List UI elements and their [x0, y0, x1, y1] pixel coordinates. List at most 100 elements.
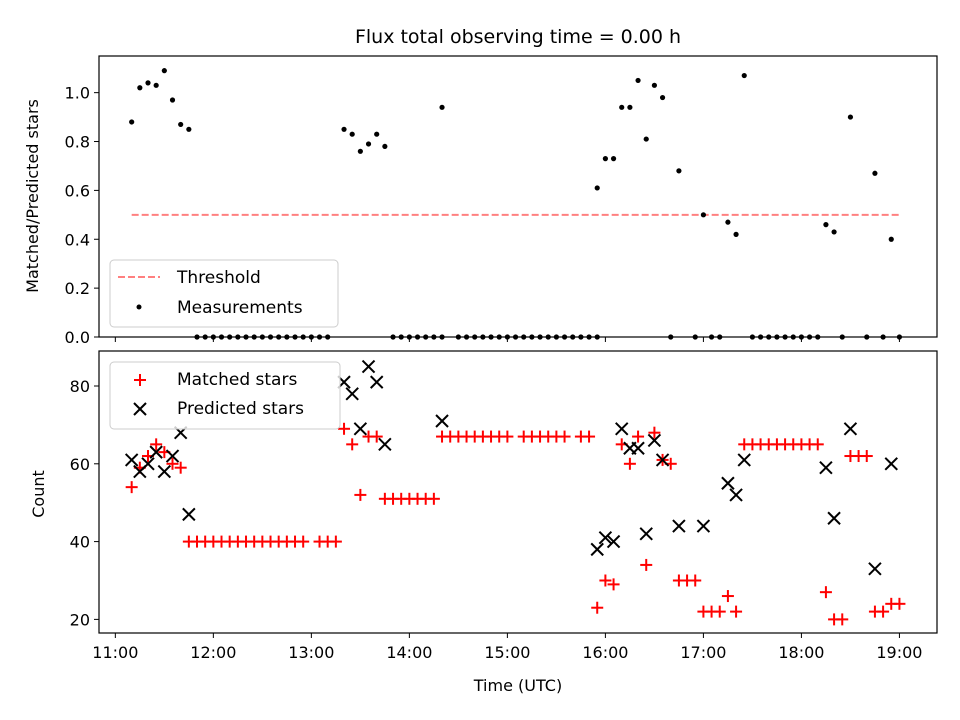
matched-star-point [501, 430, 514, 443]
predicted-star-point [696, 519, 711, 533]
predicted-star-point [819, 460, 833, 475]
matched-star-point [174, 461, 187, 474]
x-tick-label: 15:00 [484, 643, 530, 662]
measurement-point [145, 80, 151, 86]
x-tick-label: 11:00 [92, 643, 138, 662]
matched-star-point [721, 590, 734, 603]
matched-star-point [632, 430, 645, 443]
measurement-point [357, 148, 363, 154]
measurement-point [341, 126, 347, 132]
matched-star-point [427, 492, 440, 505]
measurement-point [847, 114, 854, 120]
measurement-point [349, 131, 355, 137]
legend-predicted-label: Predicted stars [177, 399, 304, 419]
measurement-point [888, 236, 894, 242]
predicted-star-point [182, 507, 196, 522]
x-tick-label: 17:00 [680, 643, 726, 662]
matched-star-point [558, 430, 571, 443]
measurement-point [676, 168, 682, 174]
legend-matched-label: Matched stars [177, 370, 297, 390]
matched-star-point [370, 430, 383, 443]
top-y-tick-label: 0.0 [65, 328, 90, 347]
predicted-star-point [369, 375, 384, 389]
matched-star-point [329, 535, 342, 548]
top-legend: Threshold Measurements [109, 259, 339, 328]
measurement-point [161, 68, 167, 74]
matched-star-point [338, 422, 351, 435]
predicted-star-point [615, 422, 629, 436]
bottom-y-tick-label: 40 [70, 533, 90, 552]
top-axes-frame [98, 55, 938, 338]
legend-measurements-label: Measurements [177, 298, 303, 318]
measurement-point [725, 219, 731, 225]
predicted-star-point [345, 387, 359, 401]
measurement-point [186, 126, 192, 132]
measurement-point [733, 231, 739, 237]
top-y-tick-label: 0.2 [65, 279, 90, 298]
measurement-point [823, 222, 829, 228]
predicted-star-point [655, 453, 670, 467]
measurement-point [374, 131, 380, 137]
measurement-point [382, 143, 388, 150]
matched-star-point [893, 597, 906, 610]
bottom-legend-box [109, 361, 341, 430]
predicted-star-point [124, 453, 139, 467]
matched-star-point [730, 605, 743, 618]
bottom-panel: Count Time (UTC) 11:00 12:00 13:00 14:00 15:… [29, 350, 938, 695]
predicted-star-point [631, 441, 645, 455]
measurement-point [643, 136, 649, 142]
bottom-axis-ticks: 11:00 12:00 13:00 14:00 15:00 16:00 17:00 18:00… [70, 377, 923, 662]
matched-star-point [640, 558, 653, 571]
measurement-point [635, 77, 641, 84]
legend-predicted-swatch [133, 402, 147, 416]
measurement-point [365, 141, 372, 147]
matched-star-point [877, 605, 890, 618]
bottom-axes-frame [98, 350, 938, 634]
predicted-star-point [157, 464, 172, 479]
measurement-point [619, 104, 625, 110]
measurement-point [872, 170, 878, 176]
x-tick-label: 18:00 [778, 643, 824, 662]
top-legend-box [109, 259, 339, 328]
matched-star-point [607, 578, 620, 591]
predicted-star-point [378, 437, 392, 452]
predicted-star-point [672, 519, 686, 533]
matched-star-point [836, 613, 849, 626]
bottom-y-axis-label: Count [29, 470, 48, 518]
x-tick-label: 14:00 [386, 643, 432, 662]
matched-star-point [648, 426, 661, 439]
matched-star-point [811, 438, 824, 451]
top-y-tick-label: 0.4 [65, 230, 90, 249]
predicted-star-point [590, 542, 604, 557]
predicted-star-point [361, 359, 376, 374]
predicted-star-point [598, 530, 613, 545]
matched-star-point [346, 438, 359, 451]
measurement-point [137, 85, 143, 91]
matched-star-point [166, 457, 179, 470]
measurement-point [700, 212, 707, 218]
predicted-star-point [737, 453, 751, 467]
predicted-star-point [606, 534, 621, 549]
measurement-point [439, 104, 445, 110]
bottom-y-tick-label: 20 [70, 610, 90, 629]
bottom-legend: Matched stars Predicted stars [109, 361, 341, 430]
legend-matched-swatch [134, 374, 146, 386]
top-y-axis-label: Matched/Predicted stars [23, 99, 42, 293]
measurement-point [651, 82, 657, 88]
predicted-star-point [729, 488, 743, 502]
measurement-points [129, 68, 903, 340]
predicted-star-point [721, 476, 735, 490]
measurement-point [831, 229, 837, 235]
matched-star-point [297, 535, 310, 548]
measurement-point [602, 156, 608, 162]
measurement-point [594, 185, 600, 191]
matched-star-point [860, 450, 873, 463]
top-y-tick-label: 1.0 [65, 84, 90, 103]
predicted-star-point [141, 457, 155, 471]
x-tick-label: 13:00 [288, 643, 334, 662]
x-tick-label: 19:00 [876, 643, 922, 662]
matched-star-point [583, 430, 596, 443]
predicted-star-point [149, 445, 163, 459]
measurement-point [610, 156, 617, 162]
